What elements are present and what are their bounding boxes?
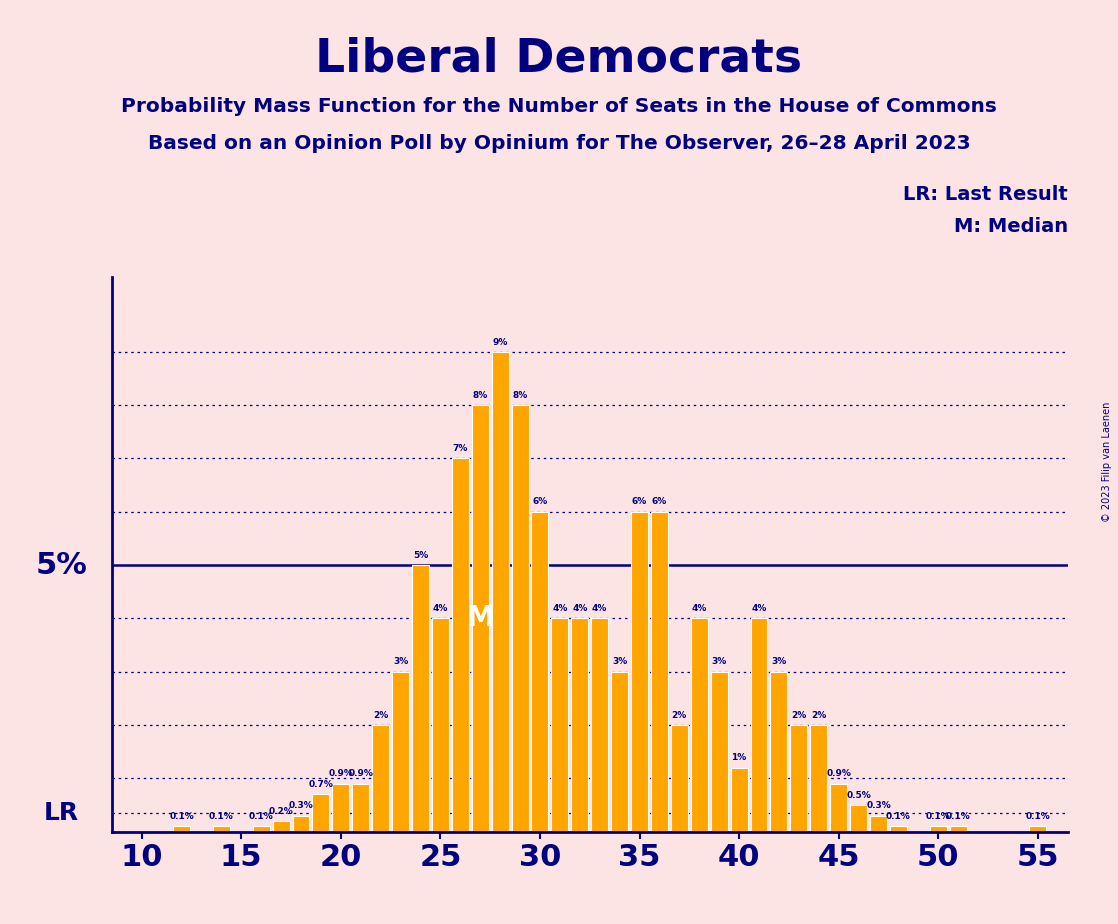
Text: 4%: 4% [572, 604, 587, 613]
Bar [811, 725, 827, 832]
Text: 2%: 2% [672, 711, 686, 720]
Text: 3%: 3% [711, 657, 727, 666]
Text: 8%: 8% [512, 391, 528, 400]
Bar [432, 618, 448, 832]
Text: 0.5%: 0.5% [846, 791, 871, 799]
Bar [273, 821, 290, 832]
Bar [850, 805, 868, 832]
Text: M: M [466, 604, 494, 632]
Bar [790, 725, 807, 832]
Text: 0.1%: 0.1% [1025, 812, 1050, 821]
Text: 0.1%: 0.1% [249, 812, 274, 821]
Bar [831, 784, 847, 832]
Bar [492, 352, 509, 832]
Bar [890, 826, 907, 832]
Text: © 2023 Filip van Laenen: © 2023 Filip van Laenen [1102, 402, 1112, 522]
Bar [372, 725, 389, 832]
Text: 4%: 4% [593, 604, 607, 613]
Bar [651, 512, 667, 832]
Bar [770, 672, 787, 832]
Bar [1030, 826, 1046, 832]
Text: 6%: 6% [652, 497, 667, 506]
Text: 0.9%: 0.9% [329, 770, 353, 778]
Text: 6%: 6% [532, 497, 548, 506]
Text: 4%: 4% [433, 604, 448, 613]
Bar [551, 618, 568, 832]
Text: 9%: 9% [492, 337, 508, 346]
Text: 0.1%: 0.1% [946, 812, 970, 821]
Bar [352, 784, 369, 832]
Bar [512, 405, 529, 832]
Text: 0.7%: 0.7% [309, 780, 333, 789]
Bar [392, 672, 409, 832]
Text: 0.9%: 0.9% [826, 770, 851, 778]
Text: 1%: 1% [731, 753, 747, 762]
Bar [173, 826, 190, 832]
Text: Liberal Democrats: Liberal Democrats [315, 37, 803, 82]
Bar [930, 826, 947, 832]
Bar [312, 795, 330, 832]
Text: 4%: 4% [751, 604, 767, 613]
Bar [293, 816, 310, 832]
Bar [631, 512, 648, 832]
Bar [691, 618, 708, 832]
Text: 4%: 4% [692, 604, 707, 613]
Bar [212, 826, 230, 832]
Text: 3%: 3% [771, 657, 787, 666]
Text: 3%: 3% [612, 657, 627, 666]
Bar [671, 725, 688, 832]
Text: 0.3%: 0.3% [866, 801, 891, 810]
Bar [531, 512, 549, 832]
Text: 0.1%: 0.1% [169, 812, 193, 821]
Text: 0.1%: 0.1% [887, 812, 911, 821]
Text: LR: LR [44, 801, 79, 825]
Bar [571, 618, 588, 832]
Text: 2%: 2% [812, 711, 826, 720]
Text: 0.9%: 0.9% [349, 770, 373, 778]
Text: 5%: 5% [413, 551, 428, 560]
Text: 0.3%: 0.3% [288, 801, 313, 810]
Bar [750, 618, 767, 832]
Bar [949, 826, 967, 832]
Text: 5%: 5% [36, 551, 87, 579]
Bar [870, 816, 887, 832]
Bar [472, 405, 489, 832]
Bar [591, 618, 608, 832]
Text: 3%: 3% [392, 657, 408, 666]
Bar [253, 826, 269, 832]
Bar [452, 458, 468, 832]
Bar [731, 768, 748, 832]
Text: Probability Mass Function for the Number of Seats in the House of Commons: Probability Mass Function for the Number… [121, 97, 997, 116]
Text: 8%: 8% [473, 391, 487, 400]
Bar [612, 672, 628, 832]
Text: LR: Last Result: LR: Last Result [903, 185, 1068, 204]
Text: 7%: 7% [453, 444, 468, 453]
Text: Based on an Opinion Poll by Opinium for The Observer, 26–28 April 2023: Based on an Opinion Poll by Opinium for … [148, 134, 970, 153]
Bar [413, 565, 429, 832]
Text: 4%: 4% [552, 604, 568, 613]
Text: 2%: 2% [792, 711, 806, 720]
Text: 0.1%: 0.1% [209, 812, 234, 821]
Text: M: Median: M: Median [954, 217, 1068, 237]
Text: 6%: 6% [632, 497, 647, 506]
Text: 0.2%: 0.2% [268, 807, 293, 816]
Bar [711, 672, 728, 832]
Bar [332, 784, 349, 832]
Text: 2%: 2% [373, 711, 388, 720]
Text: 0.1%: 0.1% [926, 812, 950, 821]
